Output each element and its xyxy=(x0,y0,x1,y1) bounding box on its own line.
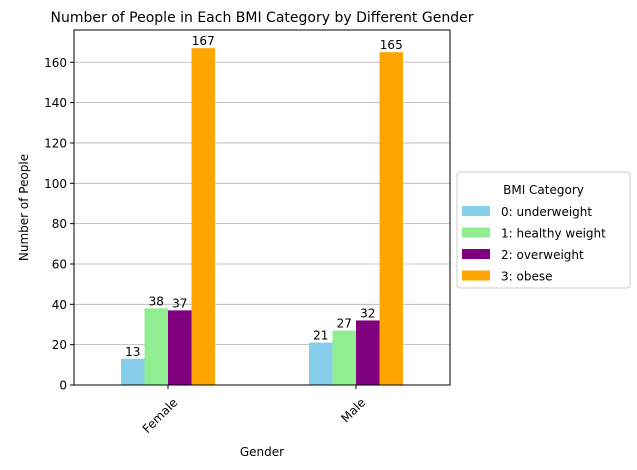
bar-value-label: 37 xyxy=(172,296,187,310)
bar xyxy=(121,358,145,385)
legend-swatch xyxy=(462,249,490,259)
bar-value-label: 32 xyxy=(360,306,375,320)
bar-value-label: 21 xyxy=(313,329,328,343)
y-tick-label: 140 xyxy=(44,96,67,110)
legend-box xyxy=(456,171,631,289)
legend-item: 2: overweight xyxy=(462,248,584,262)
bar xyxy=(356,320,380,385)
bar-labels: 13 38 37 167 21 27 32 165 xyxy=(125,34,403,359)
bar xyxy=(332,330,356,385)
bar xyxy=(144,308,168,385)
x-axis-label: Gender xyxy=(240,445,284,459)
x-tick-label: Female xyxy=(140,395,181,436)
legend-label: 2: overweight xyxy=(501,248,584,262)
x-tick-label: Male xyxy=(338,395,368,425)
plot-frame xyxy=(73,29,451,386)
y-tick-label: 160 xyxy=(44,56,67,70)
bar xyxy=(191,48,215,385)
y-tick-label: 100 xyxy=(44,177,67,191)
bar xyxy=(309,342,333,385)
bar-value-label: 165 xyxy=(380,38,403,52)
bar-value-label: 13 xyxy=(125,345,140,359)
bar xyxy=(168,310,192,385)
y-tick-label: 80 xyxy=(52,217,67,231)
bar-value-label: 27 xyxy=(337,317,352,331)
y-tick-label: 60 xyxy=(52,257,67,271)
legend-label: 3: obese xyxy=(501,270,552,284)
y-axis: 0 20 40 60 80 100 120 140 160 xyxy=(44,56,74,393)
legend-swatch xyxy=(462,227,490,238)
bar-value-label: 38 xyxy=(149,294,164,308)
legend-swatch xyxy=(462,270,490,281)
y-tick-label: 0 xyxy=(59,379,67,393)
legend-item: 0: underweight xyxy=(462,205,592,219)
legend-label: 1: healthy weight xyxy=(501,227,606,241)
grid-lines xyxy=(74,61,450,346)
legend-swatch xyxy=(462,206,490,216)
legend: BMI Category 0: underweight 1: healthy we… xyxy=(456,171,631,289)
chart-title: Number of People in Each BMI Category by… xyxy=(51,10,474,26)
legend-item: 3: obese xyxy=(462,270,552,284)
y-axis-label: Number of People xyxy=(17,154,31,261)
y-tick-label: 20 xyxy=(52,338,67,352)
y-tick-label: 40 xyxy=(52,298,67,312)
legend-title: BMI Category xyxy=(503,183,584,197)
legend-items: 0: underweight 1: healthy weight 2: overwe… xyxy=(462,205,606,284)
y-tick-label: 120 xyxy=(44,136,67,150)
x-axis: Female Male xyxy=(140,385,368,436)
legend-item: 1: healthy weight xyxy=(462,227,606,241)
legend-label: 0: underweight xyxy=(501,205,592,219)
bars xyxy=(121,48,403,385)
bar xyxy=(379,52,403,385)
bar-value-label: 167 xyxy=(192,34,215,48)
